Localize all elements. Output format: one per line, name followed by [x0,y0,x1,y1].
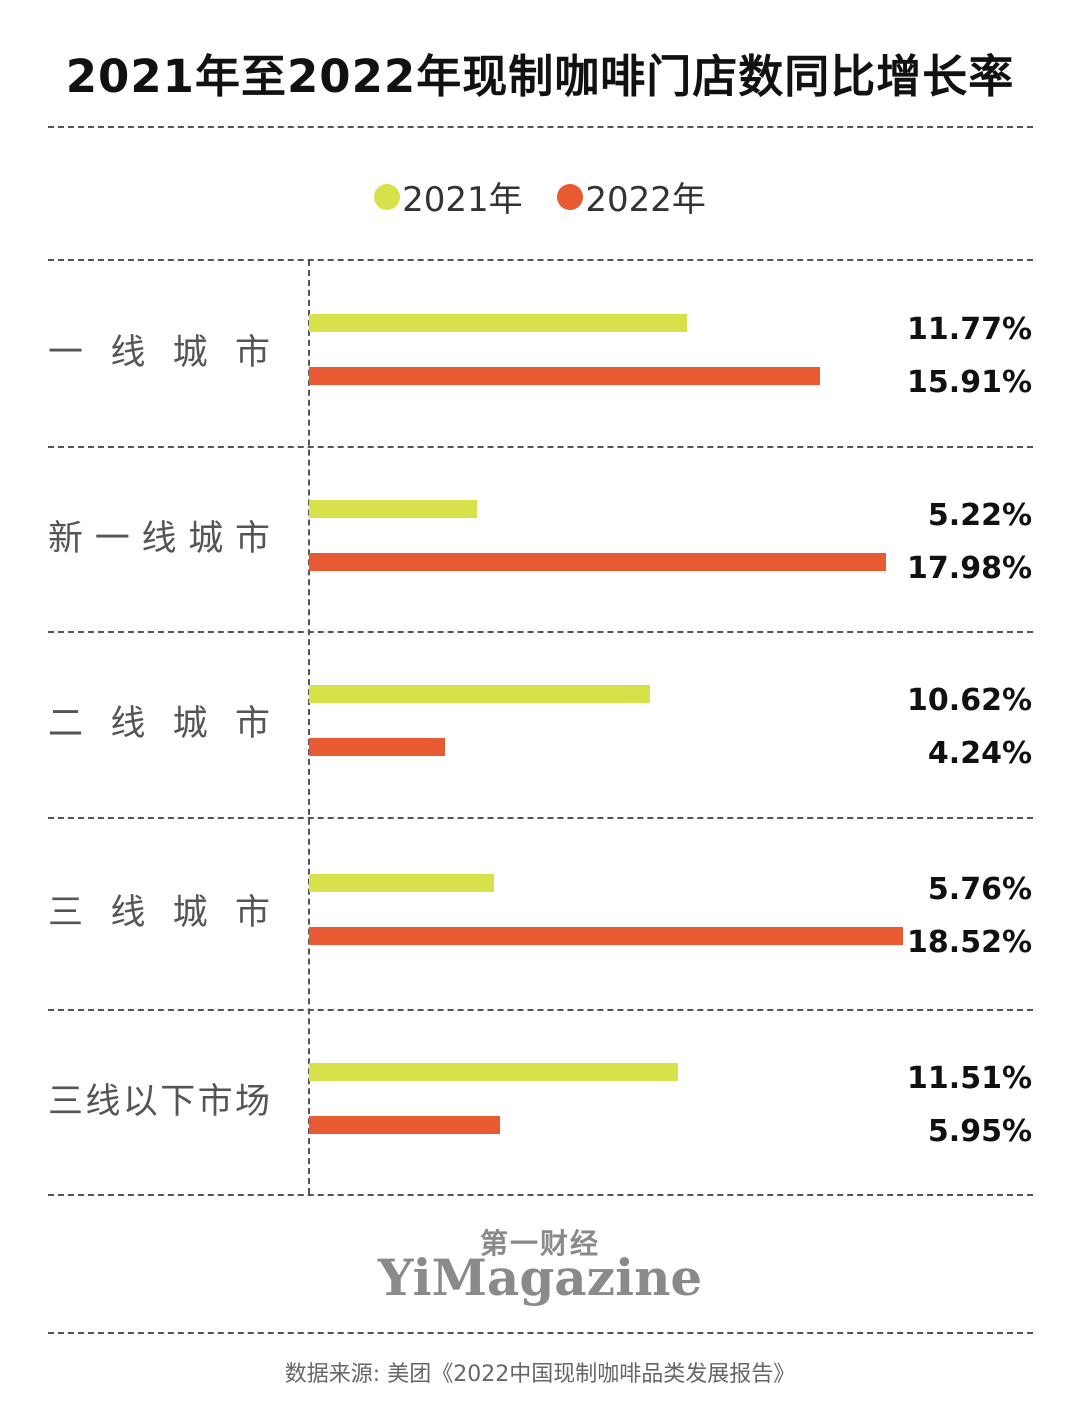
legend-item-2021: 2021年 [374,172,523,221]
category-label-tier1: 一 线 城 市 [48,332,270,373]
bar-tier3-2022 [309,927,904,945]
bar-below-tier3-2022 [309,1115,500,1134]
value-label-tier2-2022: 4.24% [927,736,1032,771]
value-label-tier2-2021: 10.62% [907,683,1032,718]
value-label-tier3-2021: 5.76% [927,872,1032,907]
category-label-tier3: 三 线 城 市 [48,893,270,933]
value-label-below-tier3-2022: 5.95% [927,1113,1032,1149]
bar-tier2-2021 [309,685,650,703]
legend-label-2021: 2021年 [402,180,523,220]
title-divider [48,126,1033,128]
legend-item-2022: 2022年 [557,172,706,221]
row-divider [48,259,1033,261]
axis-line [308,260,310,1194]
brand-logo-yimagazine: YiMagazine [377,1248,703,1307]
bar-new-tier1-2022 [309,552,887,571]
legend: 2021年 2022年 [0,172,1080,221]
value-label-tier1-2022: 15.91% [907,364,1032,400]
value-label-new-tier1-2021: 5.22% [927,497,1032,533]
value-label-tier3-2022: 18.52% [907,925,1032,960]
legend-dot-2022 [557,183,584,210]
category-label-tier2: 二 线 城 市 [48,704,270,744]
row-divider [48,446,1033,448]
footer-divider [48,1332,1033,1334]
value-label-below-tier3-2021: 11.51% [907,1060,1032,1096]
row-divider [48,817,1033,819]
bar-below-tier3-2021 [309,1062,679,1081]
row-divider [48,1194,1033,1196]
bar-tier1-2021 [309,313,687,332]
bar-new-tier1-2021 [309,499,477,518]
category-label-new-tier1: 新一线城市 [48,518,270,559]
data-source: 数据来源: 美团《2022中国现制咖啡品类发展报告》 [284,1362,796,1387]
value-label-tier1-2021: 11.77% [907,311,1032,347]
bar-tier3-2021 [309,874,494,892]
chart-title: 2021年至2022年现制咖啡门店数同比增长率 [65,50,1015,103]
bar-tier1-2022 [309,366,820,385]
legend-label-2022: 2022年 [585,180,706,220]
row-divider [48,1009,1033,1011]
category-label-below-tier3: 三线以下市场 [48,1081,270,1122]
value-label-new-tier1-2022: 17.98% [907,550,1032,586]
legend-dot-2021 [374,183,401,210]
row-divider [48,631,1033,633]
brand-name-cn: 第一财经 [479,1227,600,1260]
bar-tier2-2022 [309,738,446,756]
